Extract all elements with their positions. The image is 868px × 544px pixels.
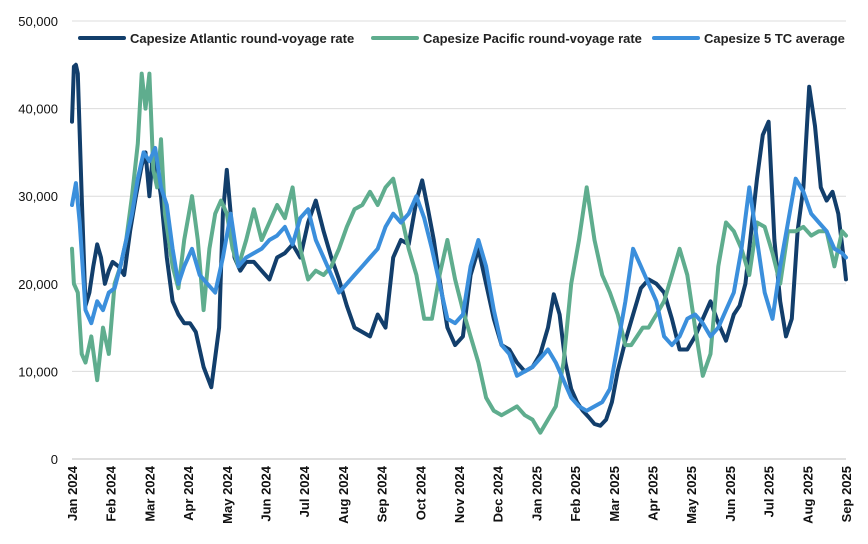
x-tick-label: Apr 2024 [181,465,196,521]
y-tick-label: 10,000 [18,364,58,379]
y-tick-label: 50,000 [18,14,58,29]
legend-label-2: Capesize 5 TC average [704,31,845,46]
series-line-2 [70,146,848,413]
x-tick-label: Jan 2024 [65,465,80,521]
x-tick-label: Mar 2025 [607,466,622,522]
y-tick-label: 30,000 [18,189,58,204]
x-tick-label: Oct 2024 [413,465,428,520]
y-tick-label: 0 [51,452,58,467]
y-axis: 0 10,000 20,000 30,000 40,000 50,000 [18,14,58,467]
x-tick-label: Mar 2024 [142,465,157,521]
x-tick-label: Dec 2024 [491,465,506,522]
x-tick-label: Feb 2025 [568,466,583,522]
x-tick-label: Jul 2025 [762,466,777,517]
x-tick-label: May 2025 [684,466,699,524]
x-tick-label: Apr 2025 [646,466,661,521]
x-tick-label: Jun 2025 [723,466,738,522]
x-axis: Jan 2024 Feb 2024 Mar 2024 Apr 2024 May 2024… [65,465,854,524]
x-tick-label: Jun 2024 [259,465,274,521]
legend-label-1: Capesize Pacific round-voyage rate [423,31,642,46]
x-tick-label: Nov 2024 [452,465,467,523]
x-tick-label: Jan 2025 [529,466,544,521]
series-lines [70,62,848,435]
series-line-1 [70,71,848,435]
legend: Capesize Atlantic round-voyage rate Capes… [78,31,845,46]
x-tick-label: Feb 2024 [104,465,119,521]
y-tick-label: 20,000 [18,277,58,292]
x-tick-label: Sep 2025 [839,466,854,522]
x-tick-label: Aug 2025 [800,466,815,524]
gridlines [72,20,846,460]
x-tick-label: May 2024 [220,465,235,524]
y-tick-label: 40,000 [18,102,58,117]
legend-label-0: Capesize Atlantic round-voyage rate [130,31,354,46]
x-tick-label: Sep 2024 [375,465,390,522]
x-tick-label: Aug 2024 [336,465,351,524]
x-tick-label: Jul 2024 [297,465,312,517]
